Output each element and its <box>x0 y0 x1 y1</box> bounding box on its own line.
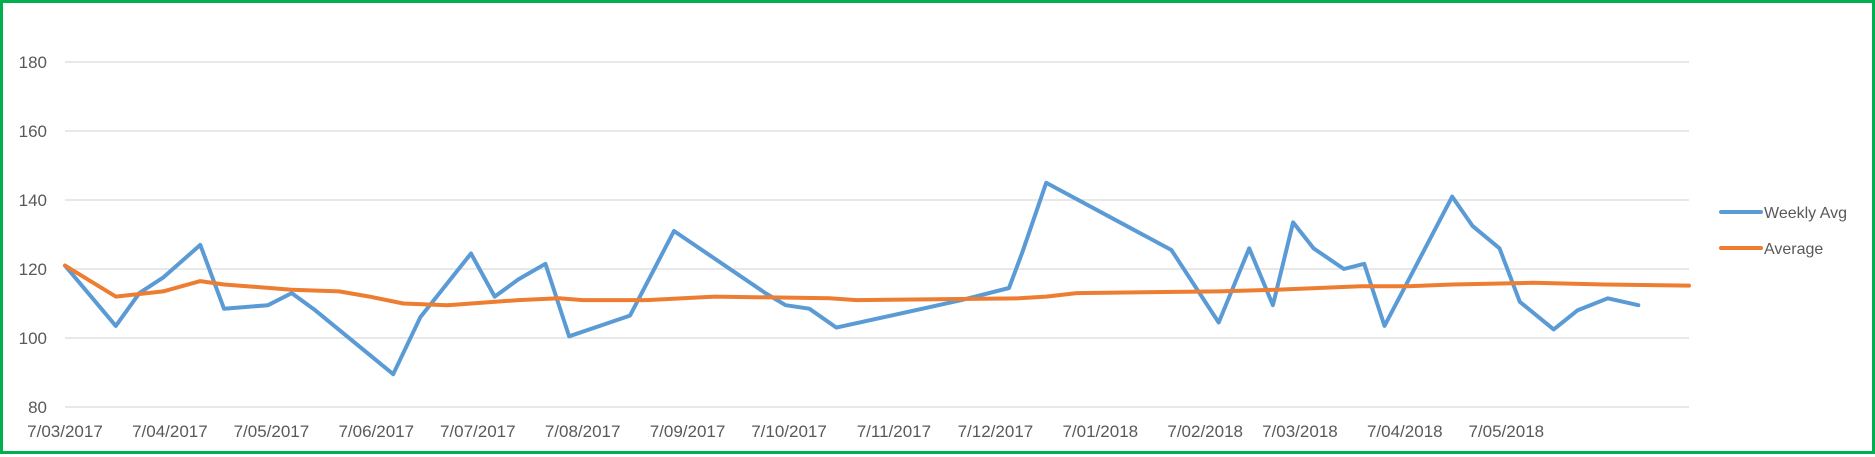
x-tick-label: 7/12/2017 <box>958 422 1034 441</box>
y-tick-label: 80 <box>28 398 47 417</box>
x-tick-label: 7/05/2017 <box>234 422 310 441</box>
x-tick-label: 7/03/2018 <box>1262 422 1338 441</box>
x-tick-label: 7/07/2017 <box>440 422 516 441</box>
line-chart: 80 100 120 140 160 180 7/03/2017 7/04/2017 7/05… <box>19 53 1847 441</box>
x-tick-label: 7/09/2017 <box>650 422 726 441</box>
y-tick-label: 140 <box>19 191 47 210</box>
x-tick-label: 7/11/2017 <box>857 422 931 441</box>
x-tick-label: 7/02/2018 <box>1167 422 1243 441</box>
x-tick-label: 7/06/2017 <box>338 422 414 441</box>
y-tick-label: 100 <box>19 329 47 348</box>
series-line-average <box>63 263 1691 308</box>
y-tick-label: 160 <box>19 122 47 141</box>
legend: Weekly Avg Average <box>1719 205 1847 258</box>
x-tick-label: 7/04/2018 <box>1367 422 1443 441</box>
x-axis-tick-labels: 7/03/2017 7/04/2017 7/05/2017 7/06/2017 7/07… <box>27 422 1544 441</box>
series-line-weekly-avg <box>63 180 1641 377</box>
legend-label: Average <box>1764 241 1823 258</box>
x-tick-label: 7/05/2018 <box>1468 422 1544 441</box>
y-axis-tick-labels: 80 100 120 140 160 180 <box>19 53 47 417</box>
y-tick-label: 120 <box>19 260 47 279</box>
data-series <box>63 180 1691 377</box>
x-tick-label: 7/10/2017 <box>751 422 827 441</box>
y-tick-label: 180 <box>19 53 47 72</box>
gridlines <box>65 61 1689 408</box>
x-tick-label: 7/03/2017 <box>27 422 103 441</box>
x-tick-label: 7/04/2017 <box>132 422 208 441</box>
legend-label: Weekly Avg <box>1764 205 1847 222</box>
x-tick-label: 7/01/2018 <box>1062 422 1138 441</box>
x-tick-label: 7/08/2017 <box>545 422 621 441</box>
